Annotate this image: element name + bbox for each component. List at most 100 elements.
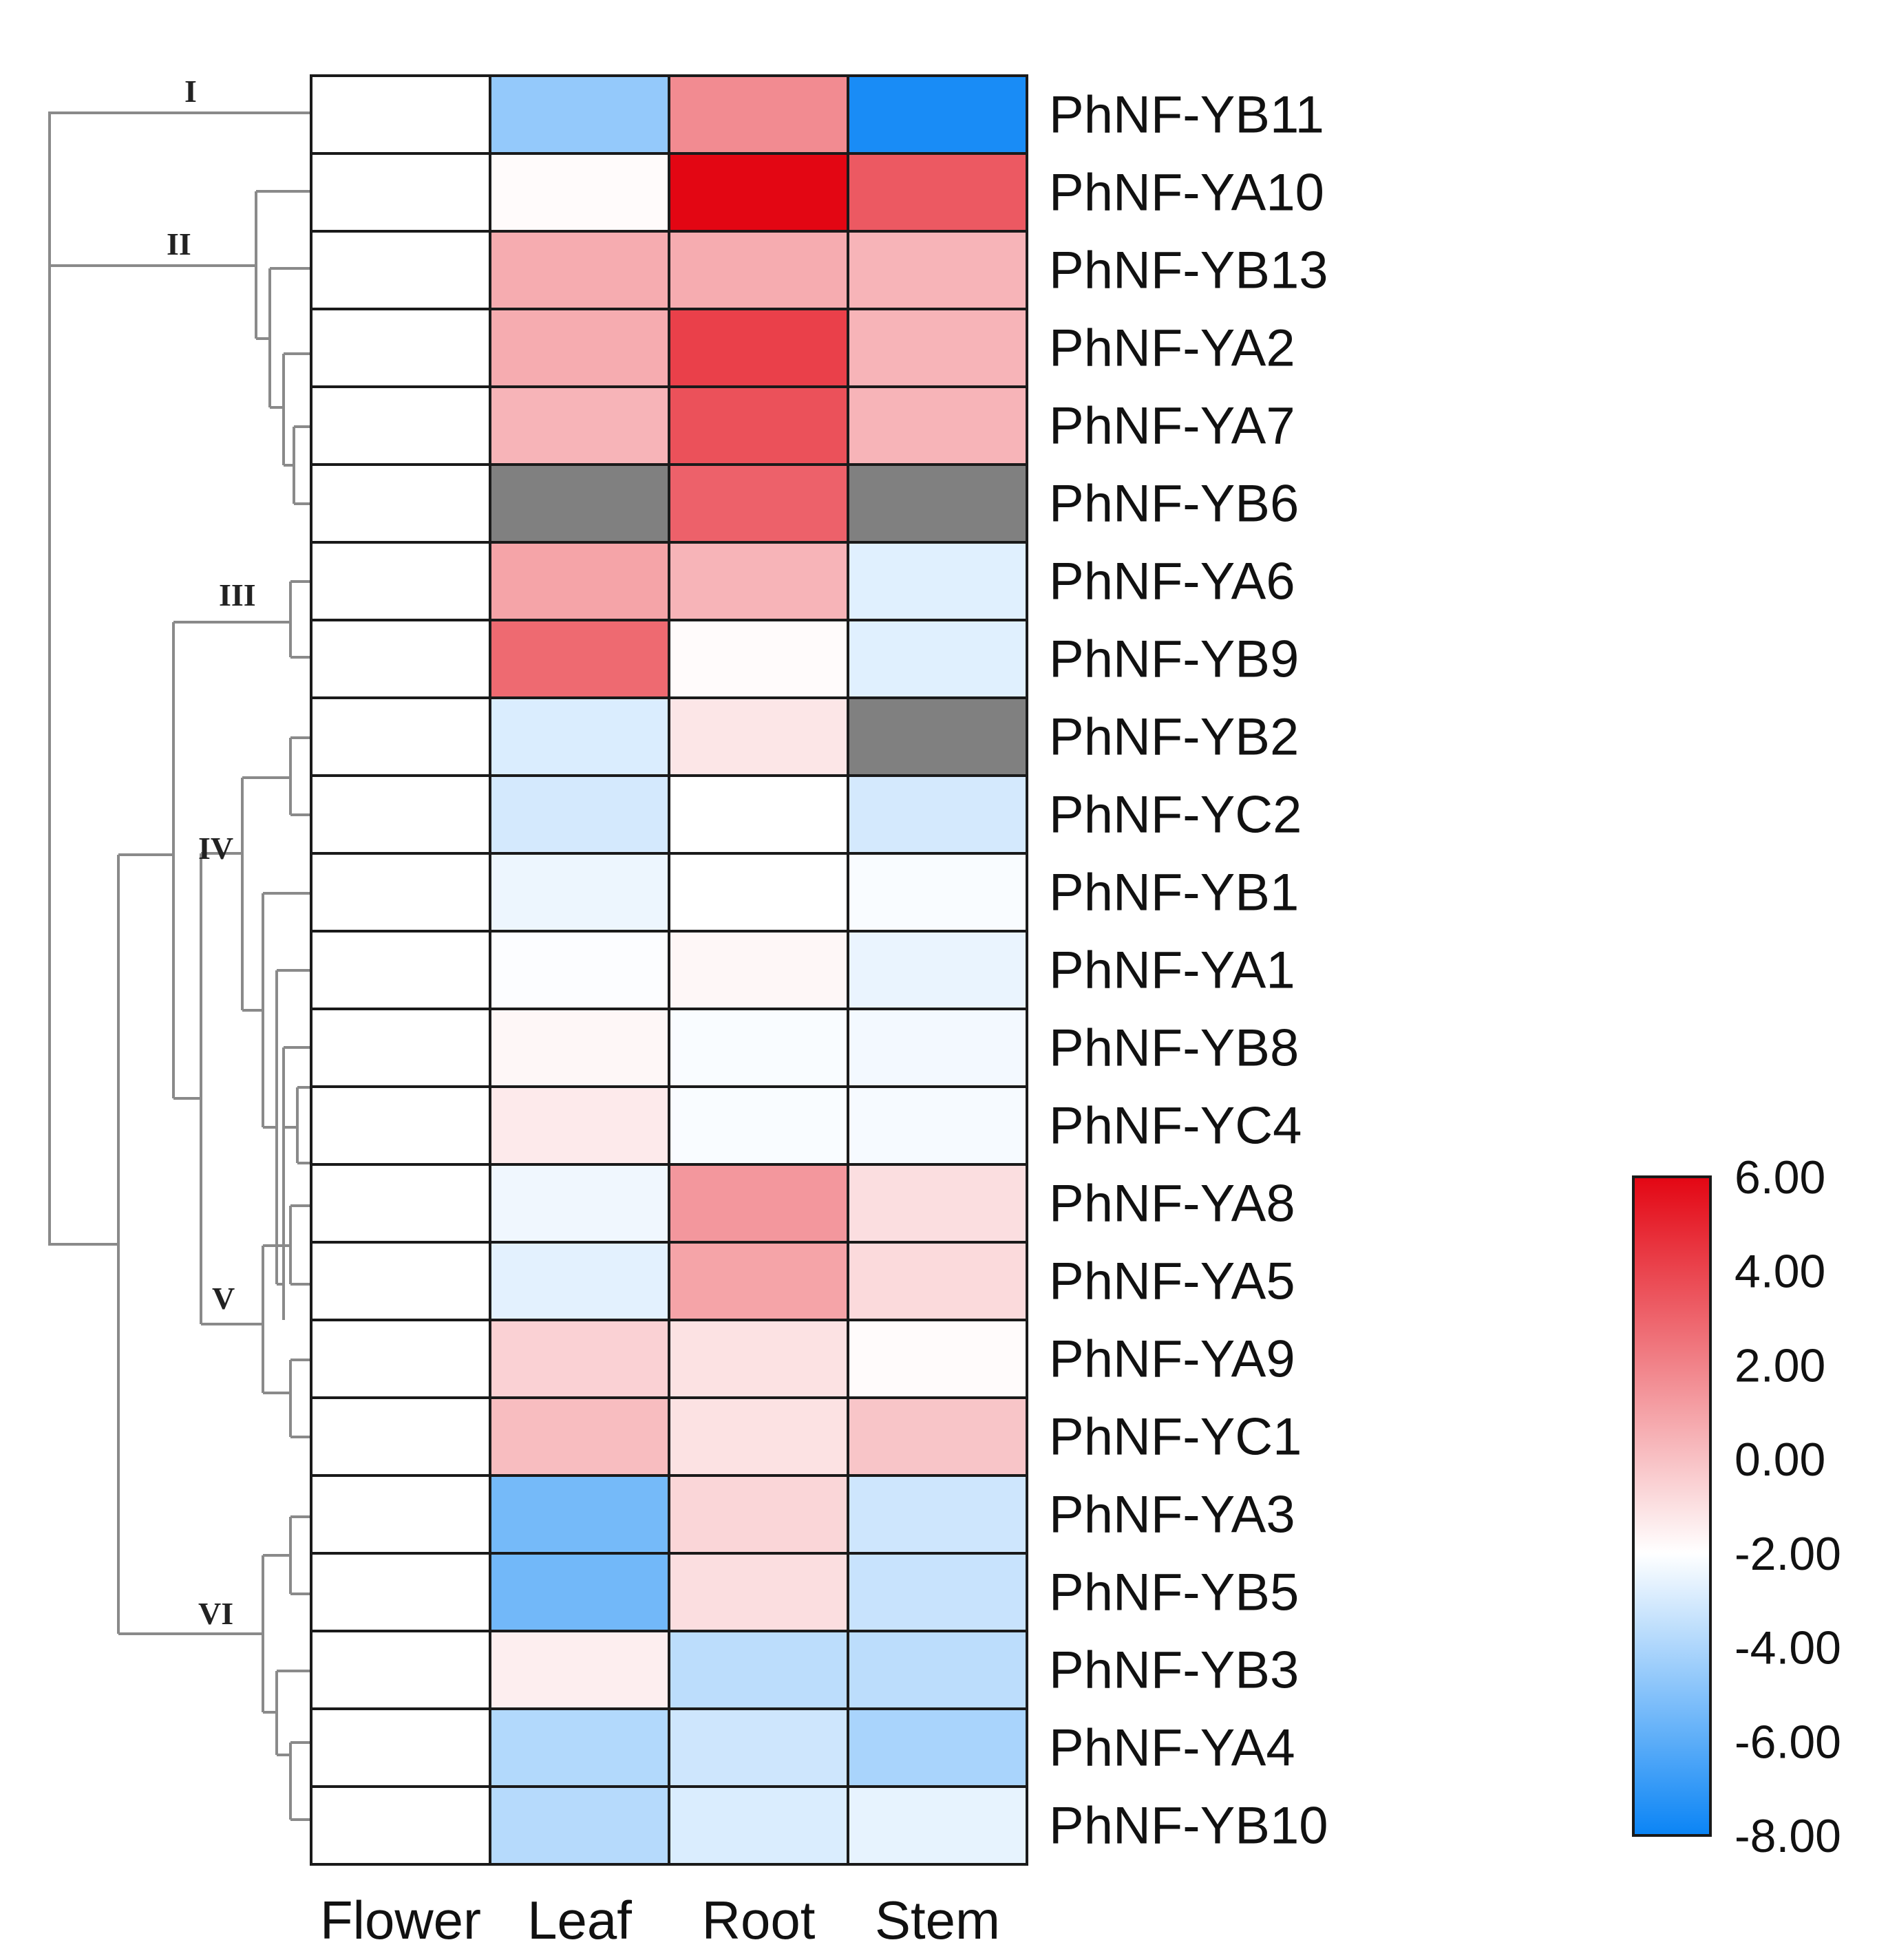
column-label-stem: Stem	[875, 1890, 1000, 1950]
heatmap-cell-phnf-yc2-flower	[310, 774, 491, 855]
heatmap-cell-phnf-yb8-leaf	[489, 1008, 670, 1088]
heatmap-cell-phnf-ya1-leaf	[489, 930, 670, 1010]
clade-label-V: V	[212, 1281, 235, 1316]
heatmap-cell-phnf-yb2-stem	[847, 696, 1028, 777]
heatmap-cell-phnf-ya1-root	[668, 930, 849, 1010]
heatmap-cell-phnf-yb1-leaf	[489, 852, 670, 933]
heatmap-cell-phnf-yc1-root	[668, 1396, 849, 1477]
heatmap-cell-phnf-yc2-leaf	[489, 774, 670, 855]
heatmap-cell-phnf-ya8-stem	[847, 1163, 1028, 1244]
heatmap-cell-phnf-yb13-stem	[847, 230, 1028, 310]
heatmap-cell-phnf-ya4-flower	[310, 1707, 491, 1788]
heatmap-cell-phnf-yb3-stem	[847, 1630, 1028, 1710]
row-label: PhNF-YB1	[1049, 864, 1299, 922]
heatmap-cell-phnf-ya8-leaf	[489, 1163, 670, 1244]
heatmap-cell-phnf-ya8-flower	[310, 1163, 491, 1244]
clade-label-III: III	[219, 577, 256, 612]
row-label: PhNF-YA5	[1049, 1253, 1295, 1311]
clade-label-I: I	[184, 74, 197, 109]
column-label-flower: Flower	[320, 1890, 481, 1950]
heatmap-cell-phnf-yb1-flower	[310, 852, 491, 933]
legend-tick-label: -8.00	[1735, 1810, 1841, 1862]
dendrogram	[48, 111, 311, 1821]
clade-label-VI: VI	[198, 1596, 233, 1631]
heatmap-cell-phnf-yb11-flower	[310, 74, 491, 155]
heatmap-cell-phnf-yb6-root	[668, 463, 849, 544]
heatmap-cell-phnf-yc4-stem	[847, 1085, 1028, 1166]
legend-tick-label: -6.00	[1735, 1716, 1841, 1768]
heatmap-cell-phnf-yb5-flower	[310, 1552, 491, 1632]
heatmap-cell-phnf-ya10-flower	[310, 152, 491, 233]
heatmap-cell-phnf-yb9-flower	[310, 619, 491, 699]
heatmap-cell-phnf-ya9-root	[668, 1319, 849, 1399]
legend-tick-label: 6.00	[1735, 1151, 1825, 1204]
heatmap-cell-phnf-ya3-root	[668, 1474, 849, 1555]
heatmap-cell-phnf-ya4-leaf	[489, 1707, 670, 1788]
heatmap-cell-phnf-ya7-leaf	[489, 385, 670, 466]
heatmap-cell-phnf-ya10-root	[668, 152, 849, 233]
heatmap-cell-phnf-ya3-flower	[310, 1474, 491, 1555]
row-label: PhNF-YA10	[1049, 164, 1324, 222]
row-label: PhNF-YB9	[1049, 630, 1299, 689]
row-label: PhNF-YA4	[1049, 1719, 1295, 1778]
heatmap-cell-phnf-yb11-stem	[847, 74, 1028, 155]
heatmap-cell-phnf-yb11-leaf	[489, 74, 670, 155]
clade-label-II: II	[167, 226, 191, 262]
heatmap-cell-phnf-yb5-stem	[847, 1552, 1028, 1632]
heatmap-cell-phnf-yb8-flower	[310, 1008, 491, 1088]
heatmap-cell-phnf-ya9-flower	[310, 1319, 491, 1399]
heatmap-cell-phnf-yb9-root	[668, 619, 849, 699]
heatmap-cell-phnf-yb10-flower	[310, 1785, 491, 1866]
heatmap-cell-phnf-ya1-stem	[847, 930, 1028, 1010]
heatmap-cell-phnf-ya4-stem	[847, 1707, 1028, 1788]
row-label: PhNF-YB13	[1049, 242, 1328, 300]
row-label: PhNF-YA6	[1049, 553, 1295, 611]
row-label: PhNF-YB3	[1049, 1641, 1299, 1700]
heatmap-cell-phnf-yb8-stem	[847, 1008, 1028, 1088]
legend-tick-label: 0.00	[1735, 1434, 1825, 1486]
heatmap-cell-phnf-yb3-root	[668, 1630, 849, 1710]
heatmap-cell-phnf-ya1-flower	[310, 930, 491, 1010]
heatmap-cell-phnf-yb11-root	[668, 74, 849, 155]
heatmap-cell-phnf-yb2-leaf	[489, 696, 670, 777]
heatmap-cell-phnf-yb10-stem	[847, 1785, 1028, 1866]
heatmap-cell-phnf-yb1-stem	[847, 852, 1028, 933]
row-label: PhNF-YA8	[1049, 1175, 1295, 1233]
heatmap-cell-phnf-ya3-stem	[847, 1474, 1028, 1555]
row-label: PhNF-YA1	[1049, 941, 1295, 1000]
heatmap-cell-phnf-yb3-flower	[310, 1630, 491, 1710]
heatmap-cell-phnf-yc1-stem	[847, 1396, 1028, 1477]
row-label: PhNF-YC1	[1049, 1408, 1302, 1467]
heatmap-cell-phnf-ya2-root	[668, 308, 849, 388]
row-label: PhNF-YA3	[1049, 1486, 1295, 1544]
heatmap-cell-phnf-ya7-root	[668, 385, 849, 466]
heatmap-cell-phnf-yc4-leaf	[489, 1085, 670, 1166]
heatmap-cell-phnf-yc4-flower	[310, 1085, 491, 1166]
row-label: PhNF-YB10	[1049, 1797, 1328, 1855]
heatmap-cell-phnf-yb3-leaf	[489, 1630, 670, 1710]
column-label-root: Root	[702, 1890, 816, 1950]
legend-tick-label: 2.00	[1735, 1339, 1825, 1392]
heatmap-cell-phnf-ya7-flower	[310, 385, 491, 466]
row-label: PhNF-YB11	[1049, 86, 1324, 145]
heatmap-cell-phnf-yb13-leaf	[489, 230, 670, 310]
row-label: PhNF-YC4	[1049, 1097, 1302, 1155]
heatmap-cell-phnf-ya10-stem	[847, 152, 1028, 233]
heatmap-cell-phnf-ya6-root	[668, 541, 849, 621]
row-label: PhNF-YC2	[1049, 786, 1302, 844]
heatmap-cell-phnf-yc2-stem	[847, 774, 1028, 855]
heatmap-cell-phnf-yc2-root	[668, 774, 849, 855]
row-label: PhNF-YA9	[1049, 1330, 1295, 1389]
heatmap-cell-phnf-yb6-leaf	[489, 463, 670, 544]
heatmap-cell-phnf-yb8-root	[668, 1008, 849, 1088]
heatmap-cell-phnf-yc1-flower	[310, 1396, 491, 1477]
row-label: PhNF-YB6	[1049, 475, 1299, 533]
heatmap-cell-phnf-ya4-root	[668, 1707, 849, 1788]
heatmap-cell-phnf-ya2-stem	[847, 308, 1028, 388]
clade-label-IV: IV	[198, 831, 233, 866]
heatmap-cell-phnf-ya9-leaf	[489, 1319, 670, 1399]
heatmap-cell-phnf-ya5-leaf	[489, 1241, 670, 1321]
row-label: PhNF-YB5	[1049, 1564, 1299, 1622]
heatmap-cell-phnf-yc1-leaf	[489, 1396, 670, 1477]
column-label-leaf: Leaf	[527, 1890, 632, 1950]
